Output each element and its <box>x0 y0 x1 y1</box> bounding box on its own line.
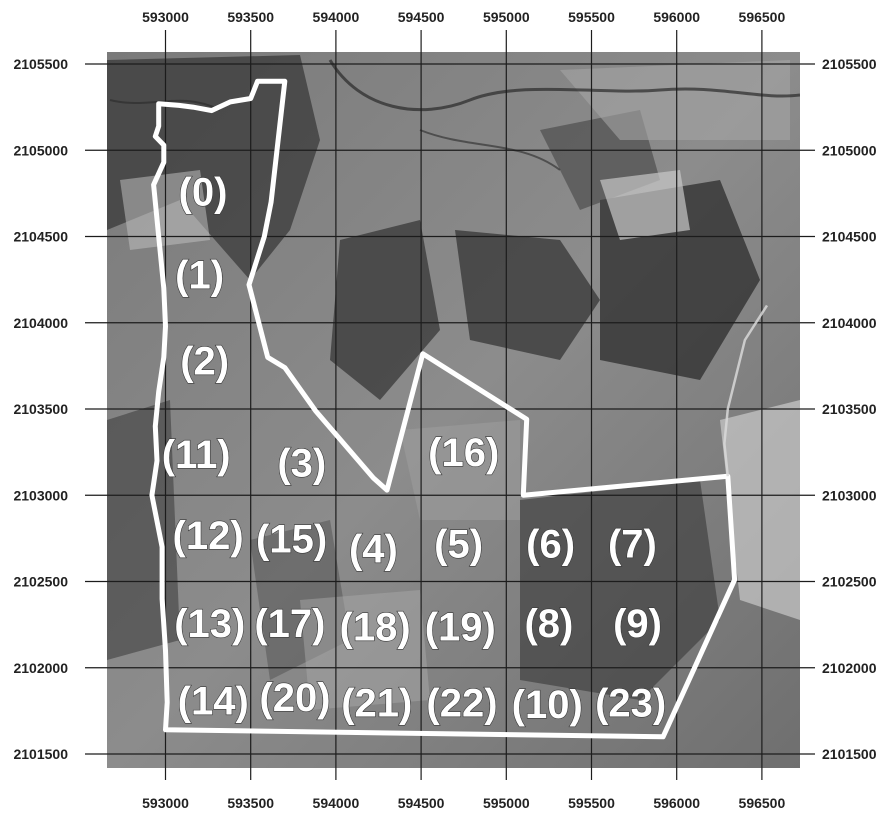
plot-label: (16) <box>428 431 499 475</box>
y-tick-label-right: 2103500 <box>822 401 877 417</box>
stream <box>328 59 800 112</box>
plot-label: (17) <box>254 602 325 646</box>
x-tick-label-bottom: 596500 <box>739 795 786 811</box>
x-tick-label-bottom: 594000 <box>313 795 360 811</box>
y-tick-label-right: 2102000 <box>822 660 877 676</box>
plot-label: (3) <box>277 441 326 485</box>
plot-label: (21) <box>341 681 412 725</box>
y-tick-labels-left: 2105500 2105000 2104500 2104000 2103500 21030… <box>13 56 68 762</box>
plot-label: (18) <box>340 605 411 649</box>
plot-label: (9) <box>613 602 662 646</box>
clearing <box>560 60 790 140</box>
plot-label: (2) <box>180 340 229 384</box>
y-tick-label-left: 2103000 <box>13 487 68 503</box>
x-tick-label-bottom: 593500 <box>227 795 274 811</box>
x-tick-label-bottom: 595500 <box>568 795 615 811</box>
x-tick-label-top: 595500 <box>568 9 615 25</box>
stream <box>419 129 561 171</box>
y-tick-label-right: 2101500 <box>822 746 877 762</box>
x-tick-label-top: 594500 <box>398 9 445 25</box>
y-tick-label-left: 2102000 <box>13 660 68 676</box>
plot-label: (5) <box>434 523 483 567</box>
x-tick-label-bottom: 593000 <box>142 795 189 811</box>
plot-label: (7) <box>608 523 657 567</box>
clearing <box>720 400 800 620</box>
x-tick-label-top: 596000 <box>653 9 700 25</box>
plot-label: (0) <box>179 171 228 215</box>
plot-label: (14) <box>178 680 249 724</box>
aerial-image <box>107 52 800 768</box>
plot-label: (12) <box>173 514 244 558</box>
y-tick-label-right: 2104000 <box>822 315 877 331</box>
y-tick-labels-right: 2105500 2105000 2104500 2104000 2103500 21030… <box>822 56 877 762</box>
clearing <box>600 170 690 240</box>
plot-label: (8) <box>524 602 573 646</box>
x-tick-label-top: 596500 <box>739 9 786 25</box>
forest-patch <box>455 230 600 360</box>
x-tick-labels-bottom: 593000 593500 594000 594500 595000 595500 5960… <box>142 795 785 811</box>
plot-label: (13) <box>174 602 245 646</box>
forest-patch <box>520 480 720 700</box>
y-tick-label-left: 2102500 <box>13 574 68 590</box>
plot-label: (6) <box>526 523 575 567</box>
y-tick-label-left: 2104000 <box>13 315 68 331</box>
y-tick-label-left: 2104500 <box>13 229 68 245</box>
y-tick-label-left: 2105000 <box>13 142 68 158</box>
plot-label: (11) <box>162 433 231 477</box>
y-tick-label-right: 2103000 <box>822 487 877 503</box>
plot-label: (10) <box>512 683 583 727</box>
y-tick-label-left: 2101500 <box>13 746 68 762</box>
y-tick-label-left: 2103500 <box>13 401 68 417</box>
x-tick-label-top: 594000 <box>313 9 360 25</box>
x-tick-label-top: 593500 <box>227 9 274 25</box>
study-area-boundary <box>149 78 738 740</box>
y-tick-label-right: 2104500 <box>822 229 877 245</box>
forest-patch <box>330 220 440 400</box>
x-tick-label-top: 595000 <box>483 9 530 25</box>
x-tick-label-bottom: 596000 <box>653 795 700 811</box>
x-tick-label-bottom: 594500 <box>398 795 445 811</box>
x-tick-label-top: 593000 <box>142 9 189 25</box>
y-tick-label-right: 2105500 <box>822 56 877 72</box>
y-tick-label-left: 2105500 <box>13 56 68 72</box>
clearing <box>300 590 430 710</box>
y-tick-label-right: 2102500 <box>822 574 877 590</box>
plot-label: (4) <box>349 528 398 572</box>
plot-label: (1) <box>175 253 224 297</box>
plot-label: (23) <box>595 681 666 725</box>
plot-label: (19) <box>425 605 496 649</box>
road-line <box>723 304 769 477</box>
plot-label: (22) <box>426 681 497 725</box>
x-tick-labels-top: 593000 593500 594000 594500 595000 595500 5960… <box>142 9 785 25</box>
plot-label: (20) <box>259 676 330 720</box>
plot-label: (15) <box>256 517 327 561</box>
boundary-layer <box>149 78 769 740</box>
plot-labels: (0) (1) (2) (11) (3) (16) (12) (15) (4) (5) (6) (7)… <box>161 170 667 728</box>
x-tick-label-bottom: 595000 <box>483 795 530 811</box>
y-tick-label-right: 2105000 <box>822 142 877 158</box>
